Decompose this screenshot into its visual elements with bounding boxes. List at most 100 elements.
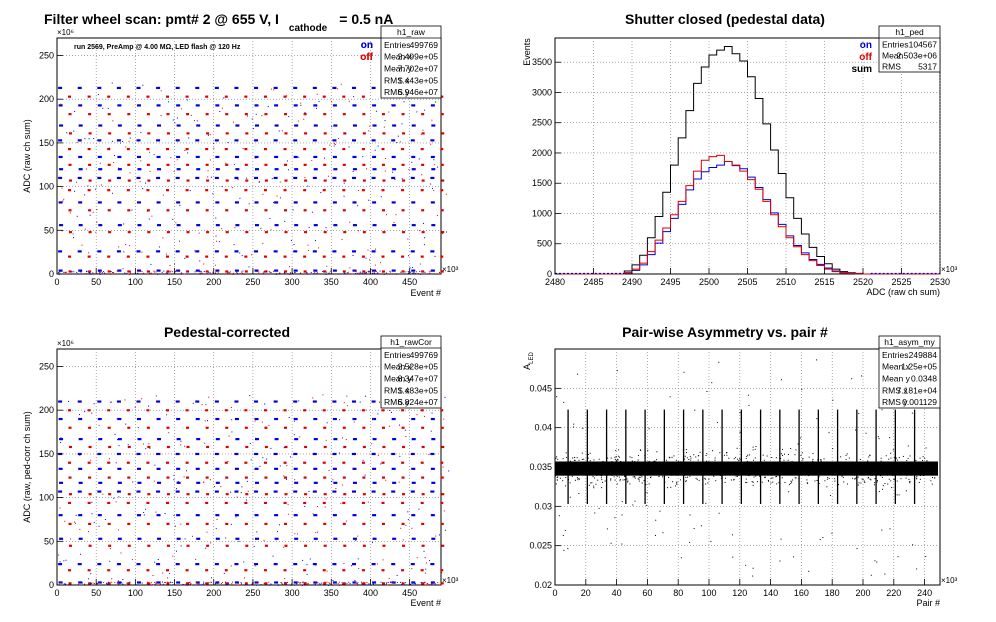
stats-box-value: 2.503e+06 [897,51,938,61]
scatter-point [293,420,295,422]
scatter-point [753,459,755,461]
off-marker [108,445,112,449]
scatter-point [848,457,850,459]
on-marker [58,176,63,180]
off-marker [342,501,346,505]
scatter-point [684,455,686,457]
off-marker [401,522,405,526]
scatter-point [152,574,154,576]
off-marker [224,189,228,192]
scatter-point [254,565,256,567]
scatter-point [215,270,217,272]
scatter-point [926,473,928,475]
scatter-point [643,472,645,474]
scatter-point [236,271,238,273]
scatter-point [198,232,200,234]
scatter-point [269,217,271,219]
on-marker [313,104,318,107]
off-marker [401,255,405,258]
off-marker [186,582,190,585]
scatter-point [895,472,897,474]
on-marker [215,155,220,159]
scatter-point [375,270,377,272]
stats-box-title: h1_raw [397,27,426,37]
scatter-point [820,459,822,461]
off-marker [303,569,307,572]
scatter-point [397,135,399,137]
scatter-point [344,272,346,274]
scatter-point [402,539,404,541]
scatter-point [353,467,355,469]
scatter-point [215,235,217,237]
scatter-point [270,88,272,90]
scatter-point [326,422,328,424]
off-marker [205,476,209,479]
off-marker [421,445,425,449]
off-marker [205,461,209,464]
scatter-point [746,481,748,483]
off-marker [68,493,72,496]
off-marker [68,231,72,234]
on-marker [274,201,279,204]
scatter-point [137,270,139,272]
scatter-point [656,451,658,453]
scatter-point [615,450,617,452]
outlier-point [632,504,634,506]
on-marker [195,563,200,566]
on-marker [77,563,82,566]
scatter-point [155,395,157,397]
off-marker [88,209,92,212]
on-marker [332,490,337,493]
scatter-point [414,272,416,274]
scatter-point [368,199,370,201]
scatter-point [823,466,825,468]
scatter-point [210,577,212,579]
x-tick-label: 150 [167,588,182,598]
on-marker [430,490,435,493]
outlier-point [634,500,636,502]
scatter-point [790,464,792,466]
on-marker [391,452,396,456]
on-marker [273,490,278,493]
on-marker [411,124,416,127]
scatter-point [874,478,876,480]
scatter-point [324,157,326,159]
scatter-point [197,584,199,586]
outlier-point [594,512,596,514]
on-marker [372,467,377,470]
outlier-point [822,537,824,539]
panel-raw-scan: 0 50 100 150 200 250 300 350 400 4500501001502002… [22,11,459,298]
scatter-point [75,522,77,524]
scatter-point [221,186,223,188]
scatter-point [766,474,768,476]
scatter-point [766,463,768,465]
scatter-point [268,584,270,586]
scatter-point [744,467,746,469]
scatter-point [318,101,320,103]
off-marker [420,501,424,505]
y-tick-label: 0.04 [534,423,552,433]
scatter-point [562,458,564,460]
scatter-point [118,496,120,498]
scatter-point [154,561,156,563]
off-marker [420,255,424,258]
scatter-point [363,582,365,584]
scatter-point [574,456,576,458]
off-marker [342,409,346,412]
scatter-point [182,584,184,586]
off-marker [108,231,112,234]
scatter-point [925,447,927,449]
scatter-point [783,453,785,455]
scatter-point [852,465,854,467]
off-marker [88,179,92,182]
off-marker [322,569,326,572]
on-marker [59,537,64,540]
outlier-point [889,528,891,530]
scatter-point [304,176,306,178]
scatter-point [745,466,747,468]
scatter-point [137,427,139,429]
on-marker [77,86,82,90]
off-marker [440,113,444,116]
off-marker [283,95,287,98]
